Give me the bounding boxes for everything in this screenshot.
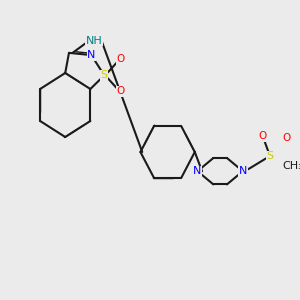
Text: O: O bbox=[116, 54, 125, 64]
Text: NH: NH bbox=[86, 36, 103, 46]
Text: O: O bbox=[282, 133, 290, 143]
Text: N: N bbox=[87, 50, 95, 60]
Text: S: S bbox=[101, 70, 108, 80]
Text: O: O bbox=[116, 86, 125, 96]
Text: S: S bbox=[266, 151, 274, 161]
Text: N: N bbox=[238, 166, 247, 176]
Text: CH₃: CH₃ bbox=[282, 161, 300, 171]
Text: O: O bbox=[259, 131, 267, 141]
Text: N: N bbox=[193, 166, 202, 176]
